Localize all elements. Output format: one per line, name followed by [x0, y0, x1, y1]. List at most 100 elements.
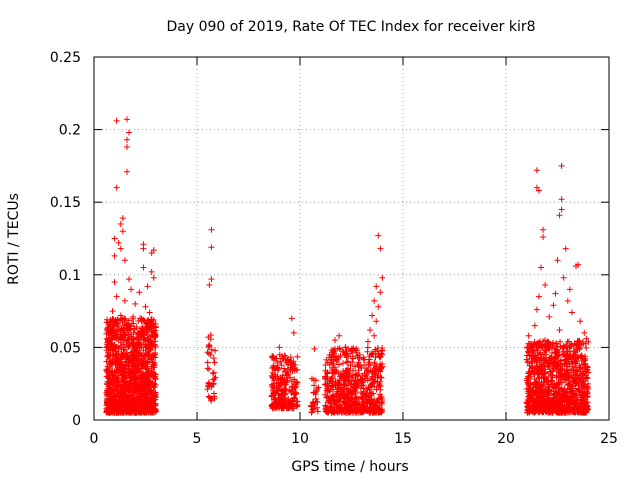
- data-point: [536, 368, 543, 375]
- data-point: [566, 286, 573, 293]
- data-point: [349, 353, 356, 360]
- data-point: [573, 360, 580, 367]
- data-point: [572, 380, 579, 387]
- data-point: [558, 379, 565, 386]
- data-point: [205, 393, 212, 400]
- axis-ticks: 0 5 10 15 20 25 0 0.05 0.1 0.15 0.2 0.25: [50, 50, 618, 447]
- data-point: [585, 338, 592, 345]
- data-point: [558, 357, 565, 364]
- data-point: [560, 388, 567, 395]
- x-tick-label: 0: [90, 431, 99, 447]
- data-point: [322, 375, 329, 382]
- data-point: [538, 264, 545, 271]
- data-point: [572, 392, 579, 399]
- data-point: [209, 370, 216, 377]
- data-point: [148, 408, 155, 415]
- y-tick-label: 0: [72, 413, 81, 429]
- data-point: [142, 406, 149, 413]
- data-point: [330, 397, 337, 404]
- data-point: [312, 400, 319, 407]
- data-point: [273, 399, 280, 406]
- data-point: [131, 369, 138, 376]
- data-point: [111, 344, 118, 351]
- data-point: [535, 293, 542, 300]
- data-point: [282, 385, 289, 392]
- data-point: [343, 348, 350, 355]
- data-point: [558, 162, 565, 169]
- data-point: [375, 303, 382, 310]
- data-point: [358, 389, 365, 396]
- data-point: [142, 303, 149, 310]
- data-point: [535, 187, 542, 194]
- data-point: [115, 377, 122, 384]
- data-point: [544, 384, 551, 391]
- data-point: [340, 360, 347, 367]
- data-point: [557, 367, 564, 374]
- plot-frame: [93, 56, 610, 421]
- data-point: [140, 336, 147, 343]
- data-point: [131, 364, 138, 371]
- data-point: [357, 362, 364, 369]
- data-point: [547, 369, 554, 376]
- data-point: [104, 380, 111, 387]
- data-point: [125, 317, 132, 324]
- data-point: [523, 399, 530, 406]
- data-point: [576, 407, 583, 414]
- data-point: [568, 397, 575, 404]
- data-point: [366, 386, 373, 393]
- data-point: [288, 388, 295, 395]
- data-point: [134, 382, 141, 389]
- data-point: [555, 373, 562, 380]
- data-point: [345, 394, 352, 401]
- data-point: [282, 381, 289, 388]
- data-point: [369, 405, 376, 412]
- data-point: [566, 343, 573, 350]
- data-point: [312, 391, 319, 398]
- data-point: [144, 319, 151, 326]
- data-point: [542, 281, 549, 288]
- data-point: [281, 376, 288, 383]
- data-point: [537, 398, 544, 405]
- data-point: [347, 380, 354, 387]
- data-point: [324, 378, 331, 385]
- data-point: [525, 370, 532, 377]
- data-point: [582, 360, 589, 367]
- data-point: [525, 381, 532, 388]
- data-point: [332, 337, 339, 344]
- data-point: [527, 402, 534, 409]
- data-point: [314, 408, 321, 415]
- data-point: [126, 397, 133, 404]
- data-point: [110, 394, 117, 401]
- data-point: [129, 395, 136, 402]
- data-point: [571, 357, 578, 364]
- data-point: [337, 346, 344, 353]
- data-point: [112, 317, 119, 324]
- data-point: [114, 323, 121, 330]
- data-point: [288, 315, 295, 322]
- data-point: [104, 344, 111, 351]
- data-point: [563, 409, 570, 416]
- data-point: [536, 383, 543, 390]
- data-point: [204, 359, 211, 366]
- data-point: [325, 397, 332, 404]
- data-point: [324, 393, 331, 400]
- data-point: [575, 261, 582, 268]
- data-point: [147, 403, 154, 410]
- data-point: [146, 387, 153, 394]
- data-point: [132, 409, 139, 416]
- data-point: [276, 344, 283, 351]
- data-point: [210, 390, 217, 397]
- data-point: [111, 279, 118, 286]
- data-point: [545, 363, 552, 370]
- data-point: [209, 381, 216, 388]
- data-point: [569, 392, 576, 399]
- data-point: [208, 244, 215, 251]
- data-point: [149, 380, 156, 387]
- data-point: [337, 353, 344, 360]
- data-point: [549, 368, 556, 375]
- data-point: [543, 403, 550, 410]
- data-point: [555, 397, 562, 404]
- data-point: [369, 312, 376, 319]
- data-point: [549, 374, 556, 381]
- data-point: [534, 340, 541, 347]
